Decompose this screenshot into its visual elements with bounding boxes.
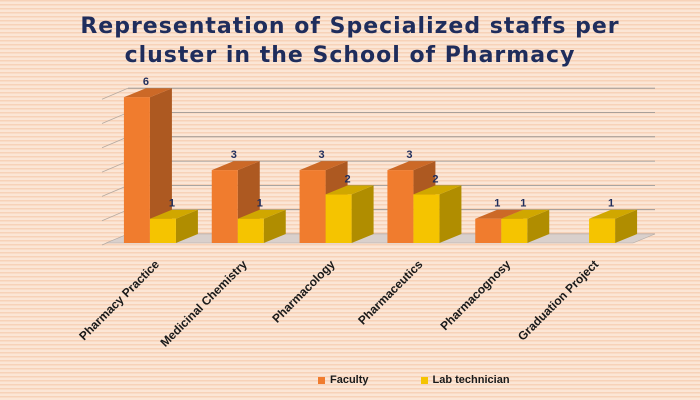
- side-wall-line-3: [101, 160, 129, 173]
- legend-item-faculty: Faculty: [318, 374, 369, 386]
- bar-lab-technician-pharmacy-practice-top: [149, 209, 198, 219]
- category-label-pharmacology: Pharmacology: [269, 257, 338, 326]
- bar-lab-technician-pharmacology-side: [351, 185, 374, 243]
- side-wall-line-1: [101, 209, 129, 222]
- bar-faculty-pharmacy-practice-top: [123, 88, 172, 98]
- bar-lab-technician-pharmacy-practice: [149, 218, 176, 243]
- bar-faculty-medicinal-chemistry-top: [211, 161, 260, 171]
- side-wall-line-5: [101, 112, 129, 124]
- bar-faculty-pharmacognosy-top: [475, 209, 524, 219]
- category-label-pharmacy-practice: Pharmacy Practice: [76, 257, 162, 343]
- side-wall-line-2: [101, 185, 129, 197]
- data-label-lab-technician-pharmaceutics: 2: [432, 173, 438, 185]
- data-label-faculty-pharmacy-practice: 6: [143, 76, 149, 88]
- data-label-lab-technician-medicinal-chemistry: 1: [257, 198, 263, 210]
- bar-lab-technician-pharmacology: [325, 194, 352, 243]
- side-wall-line-4: [101, 136, 129, 149]
- legend-label-lab-technician: Lab technician: [432, 374, 510, 386]
- legend-swatch-lab-technician: [420, 376, 428, 384]
- bar-faculty-pharmaceutics: [387, 170, 414, 243]
- data-label-lab-technician-pharmacognosy: 1: [520, 198, 526, 210]
- chart-title-line-1: Representation of Specialized staffs per: [80, 14, 620, 39]
- legend: Faculty Lab technician: [318, 373, 510, 387]
- legend-item-lab-technician: Lab technician: [420, 374, 510, 386]
- bar-lab-technician-pharmacology-top: [325, 185, 374, 195]
- bar-faculty-medicinal-chemistry: [211, 170, 238, 243]
- data-label-faculty-pharmacology: 3: [319, 149, 325, 161]
- data-label-faculty-medicinal-chemistry: 3: [231, 149, 237, 161]
- bar-lab-technician-pharmacognosy-side: [527, 209, 550, 243]
- bar-lab-technician-pharmaceutics-side: [439, 185, 462, 243]
- bar-faculty-pharmacology-top: [299, 161, 348, 171]
- bar-lab-technician-pharmacognosy: [501, 218, 528, 243]
- bar-lab-technician-medicinal-chemistry-side: [263, 209, 286, 243]
- bar-faculty-pharmacy-practice-side: [149, 88, 172, 243]
- bar-faculty-pharmaceutics-top: [387, 161, 436, 171]
- bar-faculty-pharmacology: [299, 170, 326, 243]
- bar-lab-technician-pharmaceutics-top: [413, 185, 462, 195]
- bar-faculty-pharmacognosy: [475, 218, 502, 243]
- category-label-medicinal-chemistry: Medicinal Chemistry: [157, 257, 250, 350]
- chart-title-line-2: cluster in the School of Pharmacy: [124, 43, 576, 68]
- data-label-lab-technician-pharmacology: 2: [345, 173, 351, 185]
- bar-lab-technician-medicinal-chemistry-top: [237, 209, 286, 219]
- bar-lab-technician-pharmaceutics: [413, 194, 440, 243]
- bar-lab-technician-pharmacy-practice-side: [175, 209, 198, 243]
- bar-lab-technician-graduation-project-side: [615, 209, 638, 243]
- category-label-pharmaceutics: Pharmaceutics: [355, 257, 426, 328]
- chart-title: Representation of Specialized staffs per…: [0, 12, 700, 70]
- bar-lab-technician-graduation-project: [589, 218, 616, 243]
- data-label-faculty-pharmaceutics: 3: [406, 149, 412, 161]
- bar-lab-technician-pharmacognosy-top: [501, 209, 550, 219]
- bar-lab-technician-graduation-project-top: [589, 209, 638, 219]
- data-label-faculty-pharmacognosy: 1: [494, 198, 500, 210]
- legend-label-faculty: Faculty: [330, 374, 369, 386]
- legend-swatch-faculty: [318, 376, 325, 384]
- bar-lab-technician-medicinal-chemistry: [237, 218, 264, 243]
- data-label-lab-technician-graduation-project: 1: [608, 198, 614, 210]
- data-label-lab-technician-pharmacy-practice: 1: [169, 198, 175, 210]
- side-wall-line-6: [101, 87, 129, 100]
- category-label-graduation-project: Graduation Project: [515, 257, 601, 343]
- category-label-pharmacognosy: Pharmacognosy: [437, 257, 513, 333]
- bar-faculty-pharmacy-practice: [123, 97, 150, 243]
